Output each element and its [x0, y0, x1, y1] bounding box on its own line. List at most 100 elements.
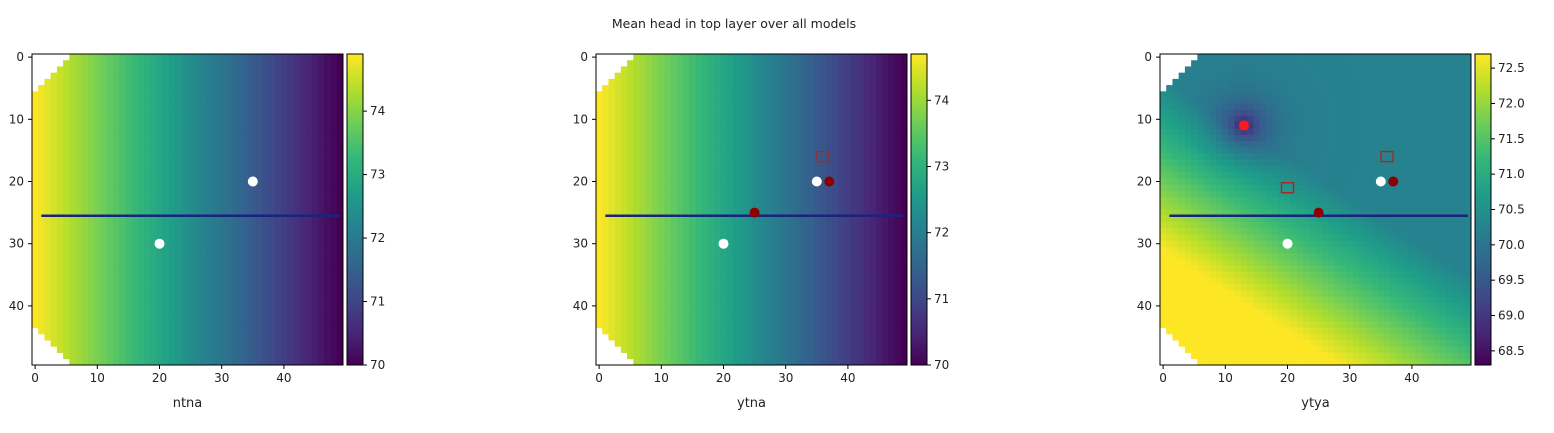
heatmap-cell	[181, 253, 188, 260]
heatmap-cell	[305, 240, 313, 248]
heatmap-cell	[243, 352, 251, 360]
heatmap-cell	[695, 178, 703, 186]
heatmap-cell	[150, 109, 157, 117]
heatmap-cell	[305, 309, 313, 316]
heatmap-cell	[739, 271, 746, 279]
heatmap-cell	[44, 309, 52, 316]
heatmap-cell	[745, 91, 752, 98]
heatmap-cell	[324, 240, 331, 248]
heatmap-cell	[255, 309, 263, 316]
heatmap-cell	[844, 265, 852, 273]
heatmap-cell	[739, 346, 746, 353]
heatmap-cell	[81, 109, 89, 117]
heatmap-cell	[268, 122, 275, 130]
heatmap-cell	[602, 128, 609, 136]
heatmap-cell	[181, 296, 188, 304]
heatmap-cell	[745, 234, 752, 241]
heatmap-cell	[900, 321, 908, 329]
heatmap-cell	[69, 284, 76, 291]
heatmap-cell	[193, 340, 201, 347]
heatmap-cell	[596, 178, 603, 186]
heatmap-cell	[150, 209, 157, 217]
colorbar-step	[347, 97, 363, 102]
heatmap-cell	[851, 97, 858, 105]
heatmap-cell	[844, 54, 852, 61]
heatmap-cell	[875, 165, 883, 173]
heatmap-cell	[819, 240, 827, 248]
heatmap-cell	[894, 265, 902, 273]
heatmap-cell	[330, 159, 338, 167]
heatmap-cell	[776, 327, 783, 335]
heatmap-cell	[193, 221, 201, 229]
heatmap-cell	[714, 134, 721, 142]
heatmap-cell	[262, 109, 269, 117]
heatmap-cell	[336, 284, 344, 291]
heatmap-cell	[206, 165, 213, 173]
heatmap-cell	[63, 60, 70, 67]
heatmap-cell	[119, 85, 126, 92]
heatmap-cell	[832, 259, 839, 266]
colorbar-step	[347, 85, 363, 89]
heatmap-cell	[857, 346, 864, 353]
heatmap-cell	[844, 153, 852, 161]
heatmap-cell	[287, 253, 294, 260]
heatmap-cell	[857, 85, 864, 92]
heatmap-cell	[150, 78, 157, 86]
heatmap-cell	[807, 290, 815, 297]
heatmap-cell	[280, 346, 288, 353]
heatmap-cell	[187, 91, 195, 98]
heatmap-cell	[193, 103, 201, 111]
heatmap-cell	[701, 340, 709, 347]
heatmap-cell	[293, 190, 300, 198]
heatmap-cell	[832, 277, 839, 285]
heatmap-cell	[280, 153, 288, 161]
heatmap-cell	[44, 228, 52, 235]
heatmap-cell	[776, 234, 783, 241]
heatmap-cell	[633, 284, 640, 291]
heatmap-cell	[676, 333, 684, 341]
heatmap-cell	[131, 271, 139, 279]
heatmap-cell	[695, 333, 703, 341]
heatmap-cell	[81, 178, 89, 186]
heatmap-cell	[50, 327, 58, 335]
heatmap-cell	[262, 54, 269, 61]
heatmap-cell	[851, 122, 858, 130]
heatmap-cell	[844, 296, 852, 304]
heatmap-cell	[757, 290, 765, 297]
colorbar-step	[347, 116, 363, 120]
heatmap-cell	[863, 203, 871, 210]
heatmap-cell	[287, 340, 294, 347]
heatmap-cell	[237, 60, 244, 67]
heatmap-cell	[243, 66, 251, 74]
heatmap-cell	[237, 346, 244, 353]
heatmap-cell	[69, 159, 76, 167]
heatmap-cell	[255, 78, 263, 86]
heatmap-cell	[75, 141, 83, 148]
heatmap-cell	[863, 165, 871, 173]
heatmap-cell	[732, 109, 740, 117]
heatmap-cell	[826, 234, 833, 241]
heatmap-cell	[143, 141, 151, 148]
heatmap-cell	[720, 302, 728, 310]
heatmap-cell	[162, 78, 170, 86]
heatmap-cell	[819, 271, 827, 279]
heatmap-cell	[620, 103, 628, 111]
heatmap-cell	[676, 253, 684, 260]
heatmap-cell	[199, 253, 207, 260]
heatmap-cell	[38, 203, 45, 210]
heatmap-cell	[156, 271, 164, 279]
heatmap-cell	[131, 97, 139, 105]
heatmap-cell	[100, 234, 108, 241]
heatmap-cell	[894, 340, 902, 347]
heatmap-cell	[280, 327, 288, 335]
heatmap-cell	[888, 147, 895, 154]
heatmap-cell	[137, 159, 145, 167]
heatmap-cell	[156, 60, 164, 67]
heatmap-cell	[676, 122, 684, 130]
heatmap-cell	[324, 358, 331, 366]
heatmap-cell	[620, 240, 628, 248]
heatmap-cell	[237, 97, 244, 105]
heatmap-cell	[175, 128, 182, 136]
heatmap-cell	[87, 265, 95, 273]
